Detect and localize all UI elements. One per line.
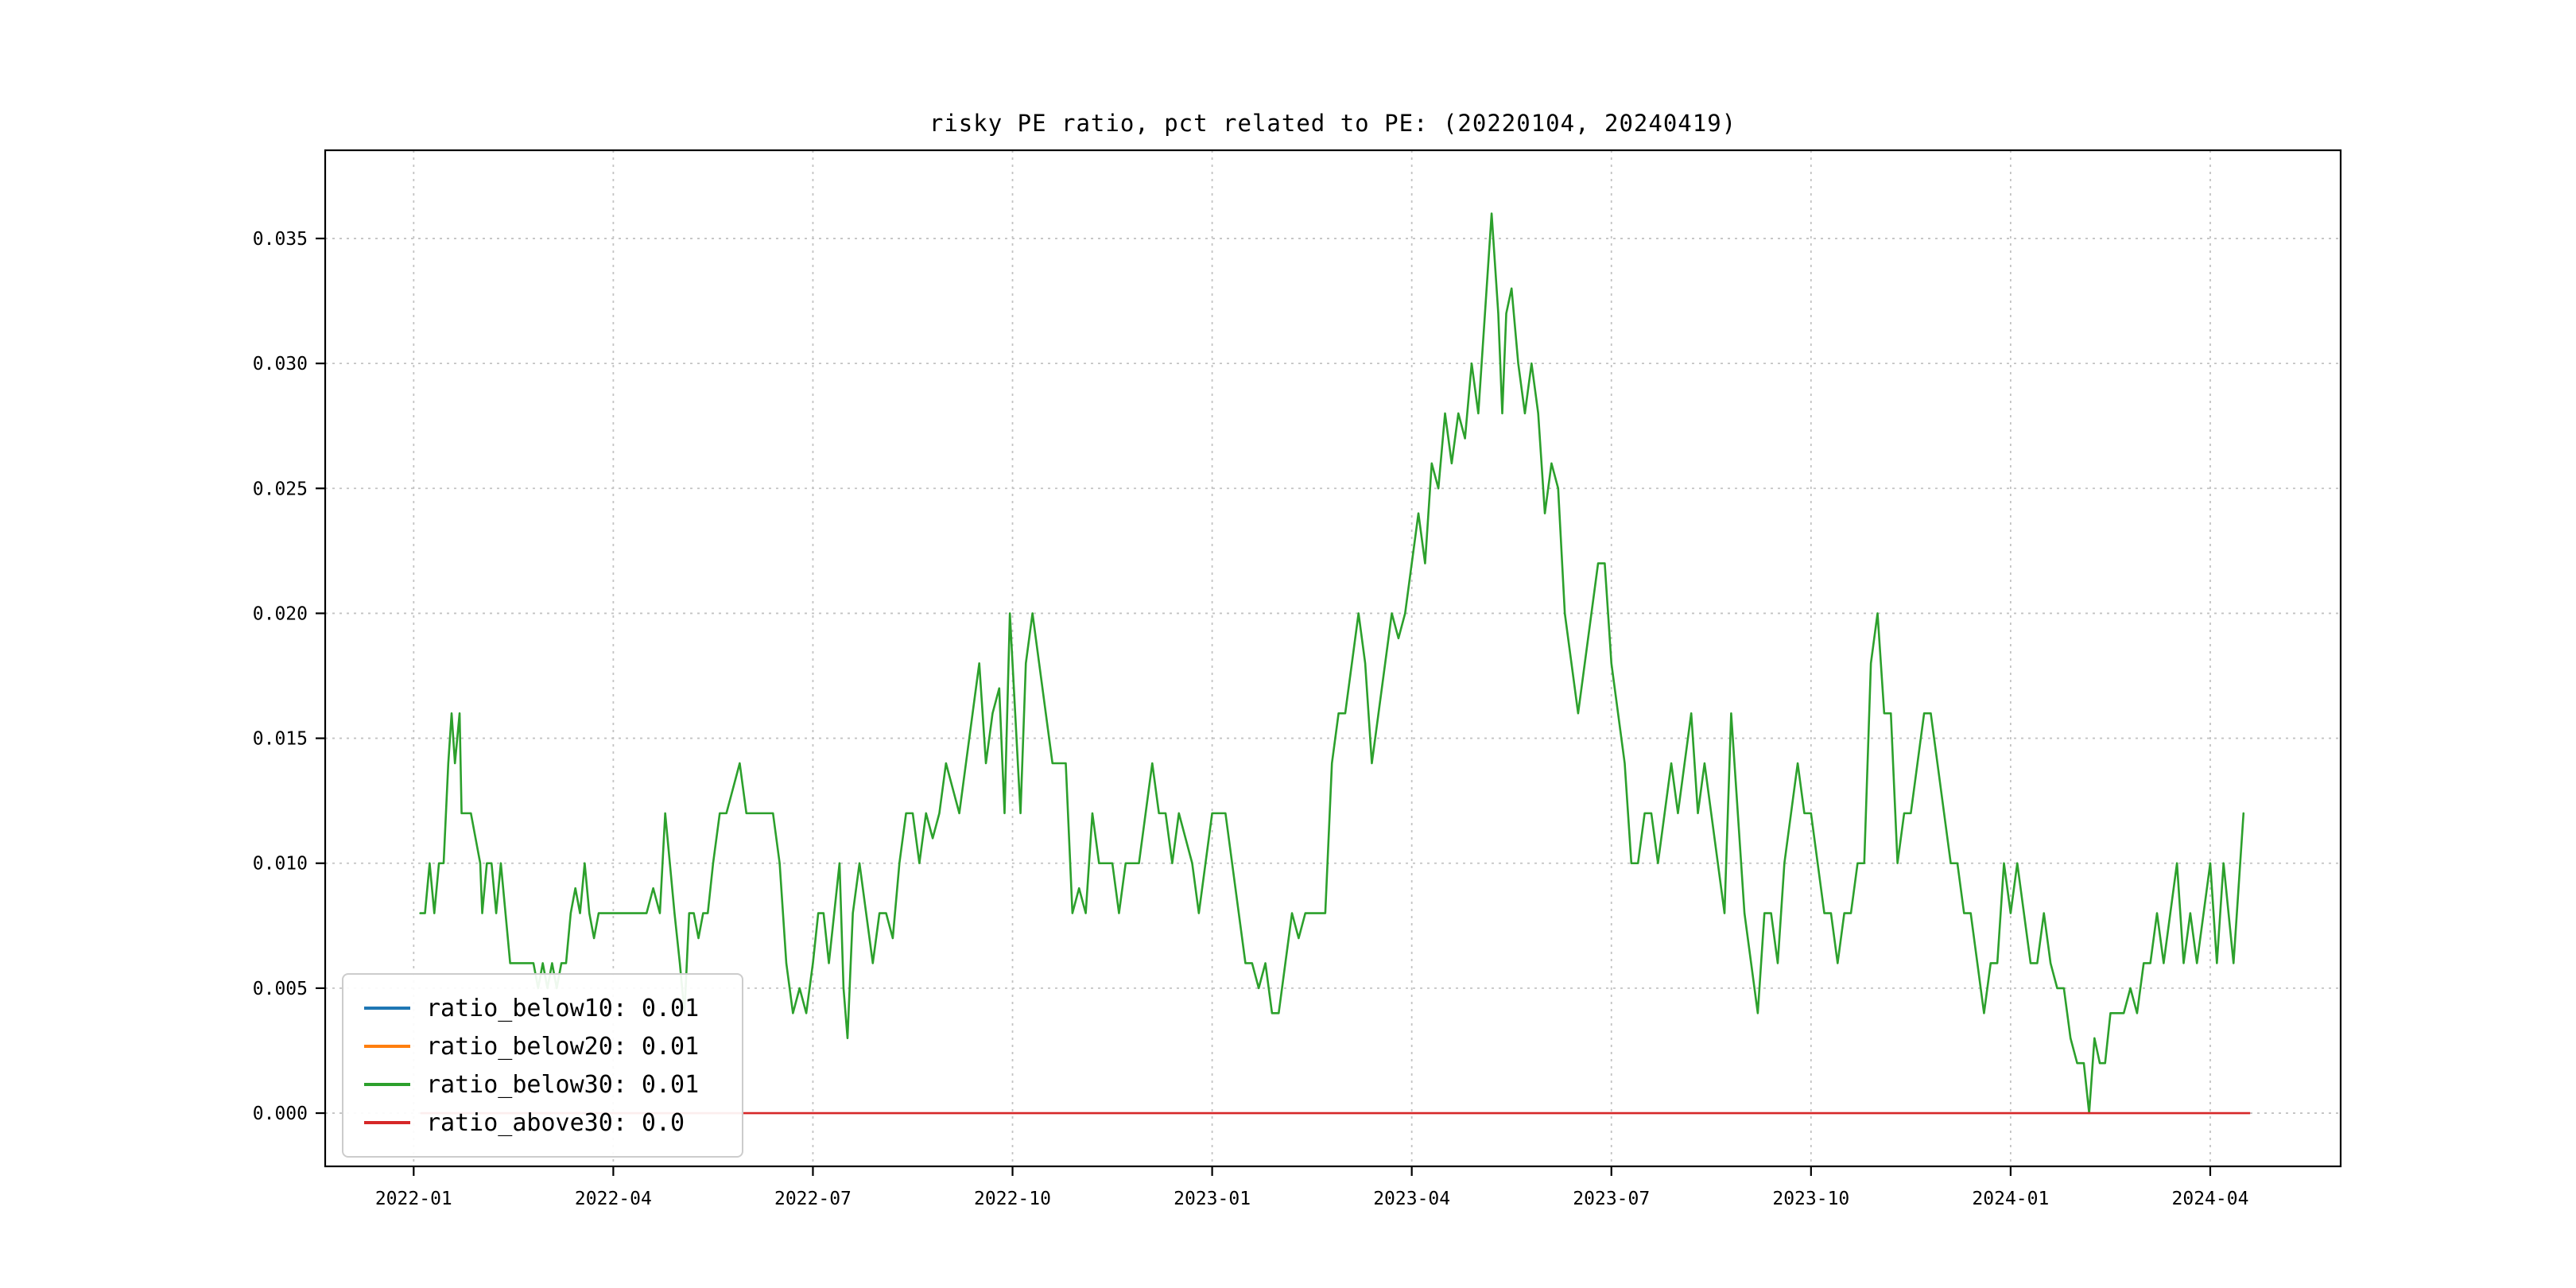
x-tick-label: 2023-01 (1174, 1189, 1251, 1209)
x-tick-label: 2022-04 (575, 1189, 652, 1209)
legend-entry-ratio_above30: ratio_above30: 0.0 (364, 1104, 721, 1142)
legend-label: ratio_below10: 0.01 (426, 994, 700, 1022)
series-ratio_below30 (419, 212, 2245, 1115)
legend-entry-ratio_below30: ratio_below30: 0.01 (364, 1065, 721, 1104)
x-tick-label: 2023-10 (1772, 1189, 1849, 1209)
legend-line-swatch (364, 1007, 410, 1010)
y-tick-label: 0.010 (253, 854, 308, 875)
axes-border (324, 149, 2342, 1168)
x-tick-label: 2024-04 (2172, 1189, 2249, 1209)
legend-entry-ratio_below20: ratio_below20: 0.01 (364, 1027, 721, 1065)
x-tick-label: 2022-07 (774, 1189, 852, 1209)
legend-label: ratio_above30: 0.0 (426, 1108, 685, 1137)
y-tick-label: 0.025 (253, 479, 308, 499)
legend-label: ratio_below20: 0.01 (426, 1032, 700, 1061)
legend-entry-ratio_below10: ratio_below10: 0.01 (364, 989, 721, 1027)
chart-title: risky PE ratio, pct related to PE: (2022… (929, 110, 1737, 137)
y-tick-label: 0.000 (253, 1104, 308, 1124)
legend: ratio_below10: 0.01 ratio_below20: 0.01 ra… (342, 973, 743, 1158)
x-tick-label: 2024-01 (1972, 1189, 2049, 1209)
y-tick-label: 0.015 (253, 729, 308, 750)
x-tick-label: 2022-01 (375, 1189, 452, 1209)
y-tick-label: 0.005 (253, 979, 308, 999)
y-tick-label: 0.020 (253, 603, 308, 624)
legend-line-swatch (364, 1121, 410, 1124)
y-tick-label: 0.035 (253, 229, 308, 250)
x-tick-label: 2022-10 (974, 1189, 1051, 1209)
x-tick-label: 2023-07 (1573, 1189, 1650, 1209)
legend-line-swatch (364, 1045, 410, 1048)
legend-label: ratio_below30: 0.01 (426, 1070, 700, 1099)
y-tick-label: 0.030 (253, 354, 308, 374)
x-tick-label: 2023-04 (1373, 1189, 1450, 1209)
legend-line-swatch (364, 1083, 410, 1086)
